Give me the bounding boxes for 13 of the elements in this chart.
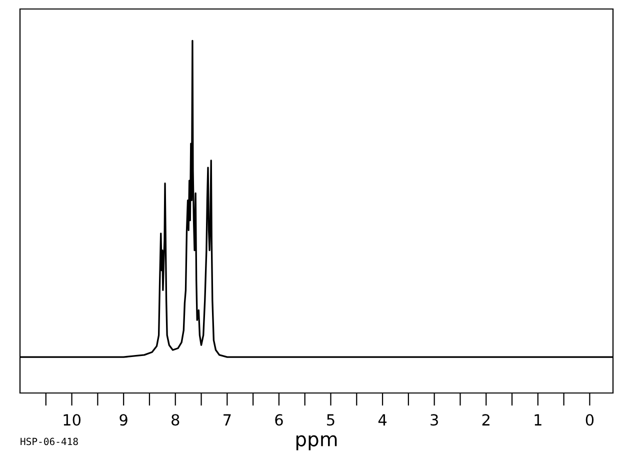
x-tick-label: 3 [430,414,438,426]
x-tick-label: 0 [586,414,594,426]
x-tick-label: 10 [64,414,80,426]
x-tick-label: 8 [172,414,180,426]
x-tick-label: 4 [378,414,387,426]
text: HSP-06-418 [20,438,78,446]
x-tick-label: 2 [482,414,490,426]
x-tick-label: 9 [120,414,128,426]
x-tick-label: 7 [224,414,231,426]
x-tick-label: 6 [275,414,283,426]
x-tick-label: 1 [534,414,542,426]
x-axis-title: ppm [296,435,337,450]
x-tick-label: 5 [327,414,334,426]
